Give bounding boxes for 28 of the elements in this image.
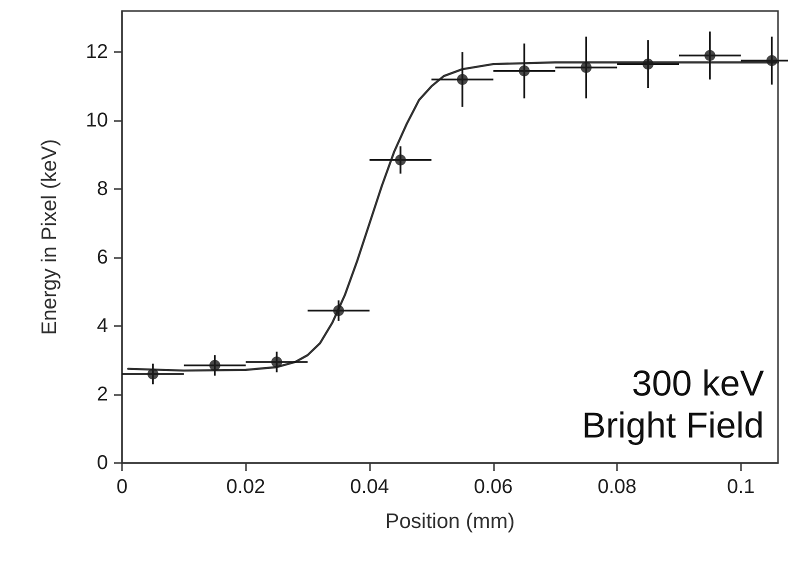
point: [395, 154, 406, 166]
y-tick-label: 8: [96, 178, 108, 200]
point: [518, 65, 530, 76]
x-tick-label: 0.1: [726, 476, 755, 498]
x-tick-label: 0.08: [598, 476, 637, 498]
x-tick-label: 0.06: [474, 476, 513, 498]
point: [456, 74, 468, 85]
point: [580, 62, 592, 73]
point: [704, 50, 716, 62]
y-tick-label: 12: [86, 41, 108, 64]
x-tick-label: 0.04: [350, 476, 390, 498]
x-tick-label: 0.02: [226, 476, 266, 498]
y-tick-label: 4: [96, 315, 108, 338]
y-tick-label: 10: [86, 110, 108, 132]
y-tick-label: 6: [96, 246, 108, 269]
annotation: Bright Field: [582, 404, 764, 446]
annotation: 300 keV: [632, 362, 764, 404]
point: [333, 305, 344, 316]
point: [642, 58, 654, 70]
y-tick-label: 0: [96, 452, 108, 474]
x-axis-title: Position (mm): [385, 510, 515, 533]
point: [147, 368, 158, 380]
y-tick-label: 2: [96, 384, 108, 406]
x-tick-label: 0: [116, 476, 128, 498]
point: [209, 360, 220, 371]
y-axis-title: Energy in Pixel (keV): [38, 138, 61, 336]
point: [271, 356, 282, 368]
point: [766, 55, 778, 66]
